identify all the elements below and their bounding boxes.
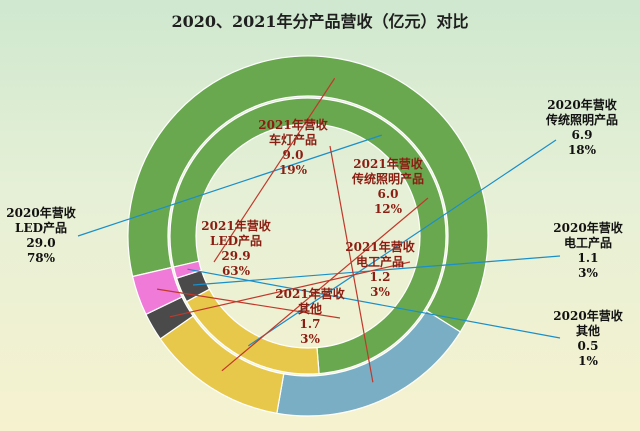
leader-2020-electrical (192, 255, 561, 286)
label-value: 0.5 (577, 339, 599, 353)
label-year: 2020年营收 (547, 98, 617, 112)
label-category: 其他 (575, 324, 600, 338)
leader-2020-other (187, 268, 561, 339)
label-2020-traditional: 2020年营收 传统照明产品 6.9 18% (530, 98, 634, 158)
label-year: 2021年营收 (201, 219, 271, 233)
label-percent: 3% (578, 266, 598, 280)
label-value: 1.7 (299, 317, 321, 331)
slice-2021-other (131, 266, 183, 316)
label-value: 6.9 (571, 128, 593, 142)
label-value: 1.1 (577, 251, 599, 265)
label-2020-electrical: 2020年营收 电工产品 1.1 3% (548, 221, 628, 281)
label-2021-traditional: 2021年营收 传统照明产品 6.0 12% (336, 157, 440, 217)
label-percent: 78% (26, 251, 56, 265)
label-year: 2021年营收 (353, 157, 423, 171)
label-value: 29.0 (26, 236, 56, 250)
label-2021-electrical: 2021年营收 电工产品 1.2 3% (340, 240, 420, 300)
label-category: 电工产品 (355, 255, 404, 269)
chart-title: 2020、2021年分产品营收（亿元）对比 (171, 12, 469, 31)
leader-2021-electrical (169, 261, 411, 318)
label-value: 1.2 (369, 270, 391, 284)
label-value: 6.0 (377, 187, 399, 201)
label-2021-car-lamp: 2021年营收 车灯产品 9.0 19% (250, 118, 336, 178)
label-category: 车灯产品 (268, 133, 317, 147)
label-category: 传统照明产品 (545, 113, 618, 127)
label-percent: 3% (300, 332, 320, 346)
leader-2021-led (213, 77, 336, 263)
label-percent: 3% (370, 285, 390, 299)
label-value: 29.9 (221, 249, 251, 263)
label-percent: 1% (578, 354, 598, 368)
label-2021-led: 2021年营收 LED产品 29.9 63% (196, 219, 276, 279)
label-percent: 19% (278, 163, 308, 177)
leader-2021-other (156, 288, 341, 319)
label-2020-led: 2020年营收 LED产品 29.0 78% (4, 206, 78, 266)
label-category: 传统照明产品 (351, 172, 424, 186)
label-year: 2020年营收 (6, 206, 76, 220)
label-year: 2020年营收 (553, 309, 623, 323)
slice-2020-led (169, 97, 447, 375)
label-percent: 12% (373, 202, 403, 216)
label-year: 2021年营收 (345, 240, 415, 254)
label-2020-other: 2020年营收 其他 0.5 1% (548, 309, 628, 369)
label-year: 2021年营收 (258, 118, 328, 132)
label-2021-other: 2021年营收 其他 1.7 3% (270, 287, 350, 347)
label-category: 其他 (297, 302, 322, 316)
leader-2021-car-lamp (329, 145, 374, 383)
label-year: 2020年营收 (553, 221, 623, 235)
label-value: 9.0 (282, 148, 304, 162)
label-year: 2021年营收 (275, 287, 345, 301)
label-category: 电工产品 (563, 236, 612, 250)
slice-2021-led (127, 55, 489, 333)
label-percent: 63% (221, 264, 251, 278)
leader-2021-traditional (221, 197, 429, 372)
label-percent: 18% (567, 143, 597, 157)
label-category: LED产品 (15, 221, 67, 235)
label-category: LED产品 (210, 234, 262, 248)
